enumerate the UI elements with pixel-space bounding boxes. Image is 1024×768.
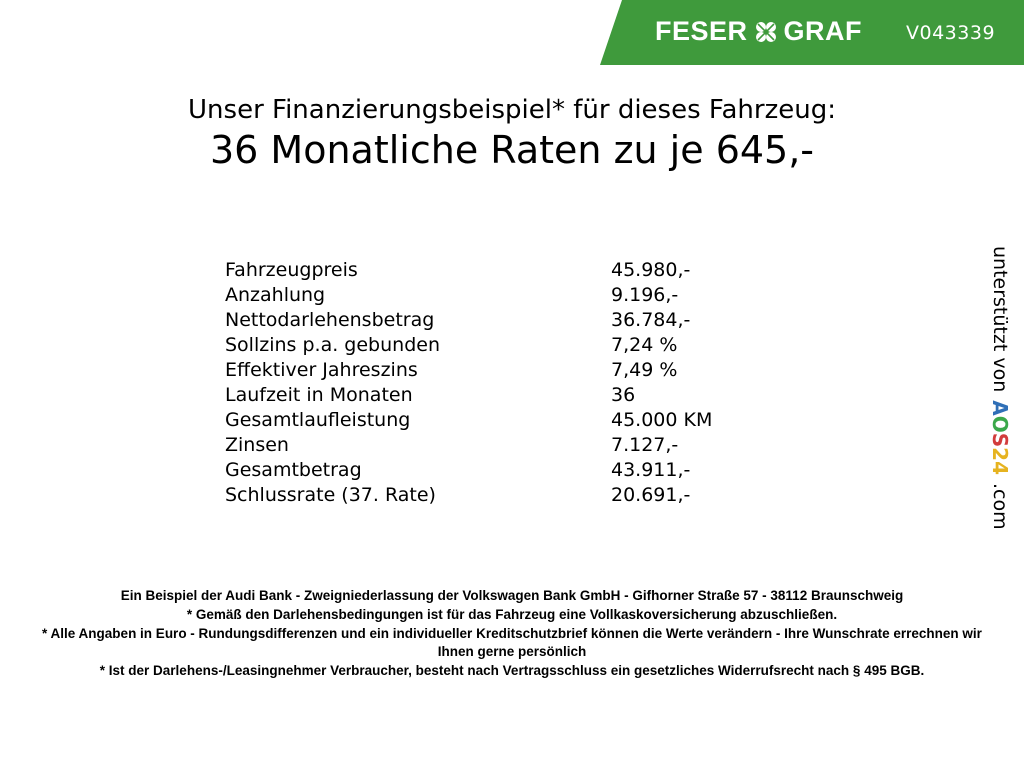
table-row: Fahrzeugpreis 45.980,- [225, 258, 712, 283]
feser-graf-logo: FESER GRAF [655, 16, 862, 47]
aos24-domain: .com [989, 483, 1011, 530]
footer-line: * Ist der Darlehens-/Leasingnehmer Verbr… [99, 663, 925, 678]
vehicle-id: V043339 [906, 22, 996, 44]
row-label: Sollzins p.a. gebunden [225, 334, 440, 356]
aos24-logo: AOS24 [988, 400, 1012, 475]
aos24-letter: 4 [988, 461, 1012, 475]
row-label: Gesamtbetrag [225, 459, 362, 481]
aos24-letter: O [988, 415, 1012, 433]
row-value: 7,49 % [611, 359, 678, 381]
aos24-letter: 2 [988, 447, 1012, 462]
logo-text-right: GRAF [783, 16, 863, 46]
footer-line: * Gemäß den Darlehensbedingungen ist für… [186, 607, 838, 622]
supported-by-text: unterstützt von [989, 246, 1011, 393]
row-label: Zinsen [225, 434, 289, 456]
table-row: Anzahlung 9.196,- [225, 283, 712, 308]
row-label: Laufzeit in Monaten [225, 384, 413, 406]
finance-table: Fahrzeugpreis 45.980,- Anzahlung 9.196,- Net… [225, 258, 712, 508]
monthly-rate-headline: 36 Monatliche Raten zu je 645,- [209, 128, 815, 172]
table-row: Laufzeit in Monaten 36 [225, 383, 712, 408]
table-row: Nettodarlehensbetrag 36.784,- [225, 308, 712, 333]
page-title: Unser Finanzierungsbeispiel* für dieses … [188, 95, 836, 125]
row-label: Effektiver Jahreszins [225, 359, 418, 381]
footer-line: Ein Beispiel der Audi Bank - Zweignieder… [120, 588, 904, 603]
table-row: Zinsen 7.127,- [225, 433, 712, 458]
row-label: Nettodarlehensbetrag [225, 309, 435, 331]
table-row: Schlussrate (37. Rate) 20.691,- [225, 483, 712, 508]
header-banner [600, 0, 1024, 65]
clover-icon [755, 21, 776, 42]
table-row: Gesamtbetrag 43.911,- [225, 458, 712, 483]
row-value: 9.196,- [611, 284, 679, 306]
supported-by-aos24: unterstützt von AOS24 .com [988, 246, 1012, 530]
aos24-letter: A [988, 400, 1012, 416]
aos24-letter: S [988, 432, 1012, 448]
row-value: 20.691,- [611, 484, 691, 506]
row-label: Schlussrate (37. Rate) [225, 484, 436, 506]
footer-disclaimer: Ein Beispiel der Audi Bank - Zweignieder… [40, 587, 984, 681]
table-row: Sollzins p.a. gebunden 7,24 % [225, 333, 712, 358]
row-value: 45.000 KM [611, 409, 713, 431]
logo-text-left: FESER [655, 16, 748, 46]
row-label: Fahrzeugpreis [225, 259, 358, 281]
row-value: 36 [611, 384, 636, 406]
row-value: 43.911,- [611, 459, 691, 481]
footer-line: * Alle Angaben in Euro - Rundungsdiffere… [42, 626, 982, 659]
row-value: 45.980,- [611, 259, 691, 281]
row-label: Gesamtlaufleistung [225, 409, 411, 431]
row-label: Anzahlung [225, 284, 326, 306]
row-value: 7,24 % [611, 334, 678, 356]
row-value: 7.127,- [611, 434, 679, 456]
row-value: 36.784,- [611, 309, 691, 331]
table-row: Effektiver Jahreszins 7,49 % [225, 358, 712, 383]
table-row: Gesamtlaufleistung 45.000 KM [225, 408, 712, 433]
